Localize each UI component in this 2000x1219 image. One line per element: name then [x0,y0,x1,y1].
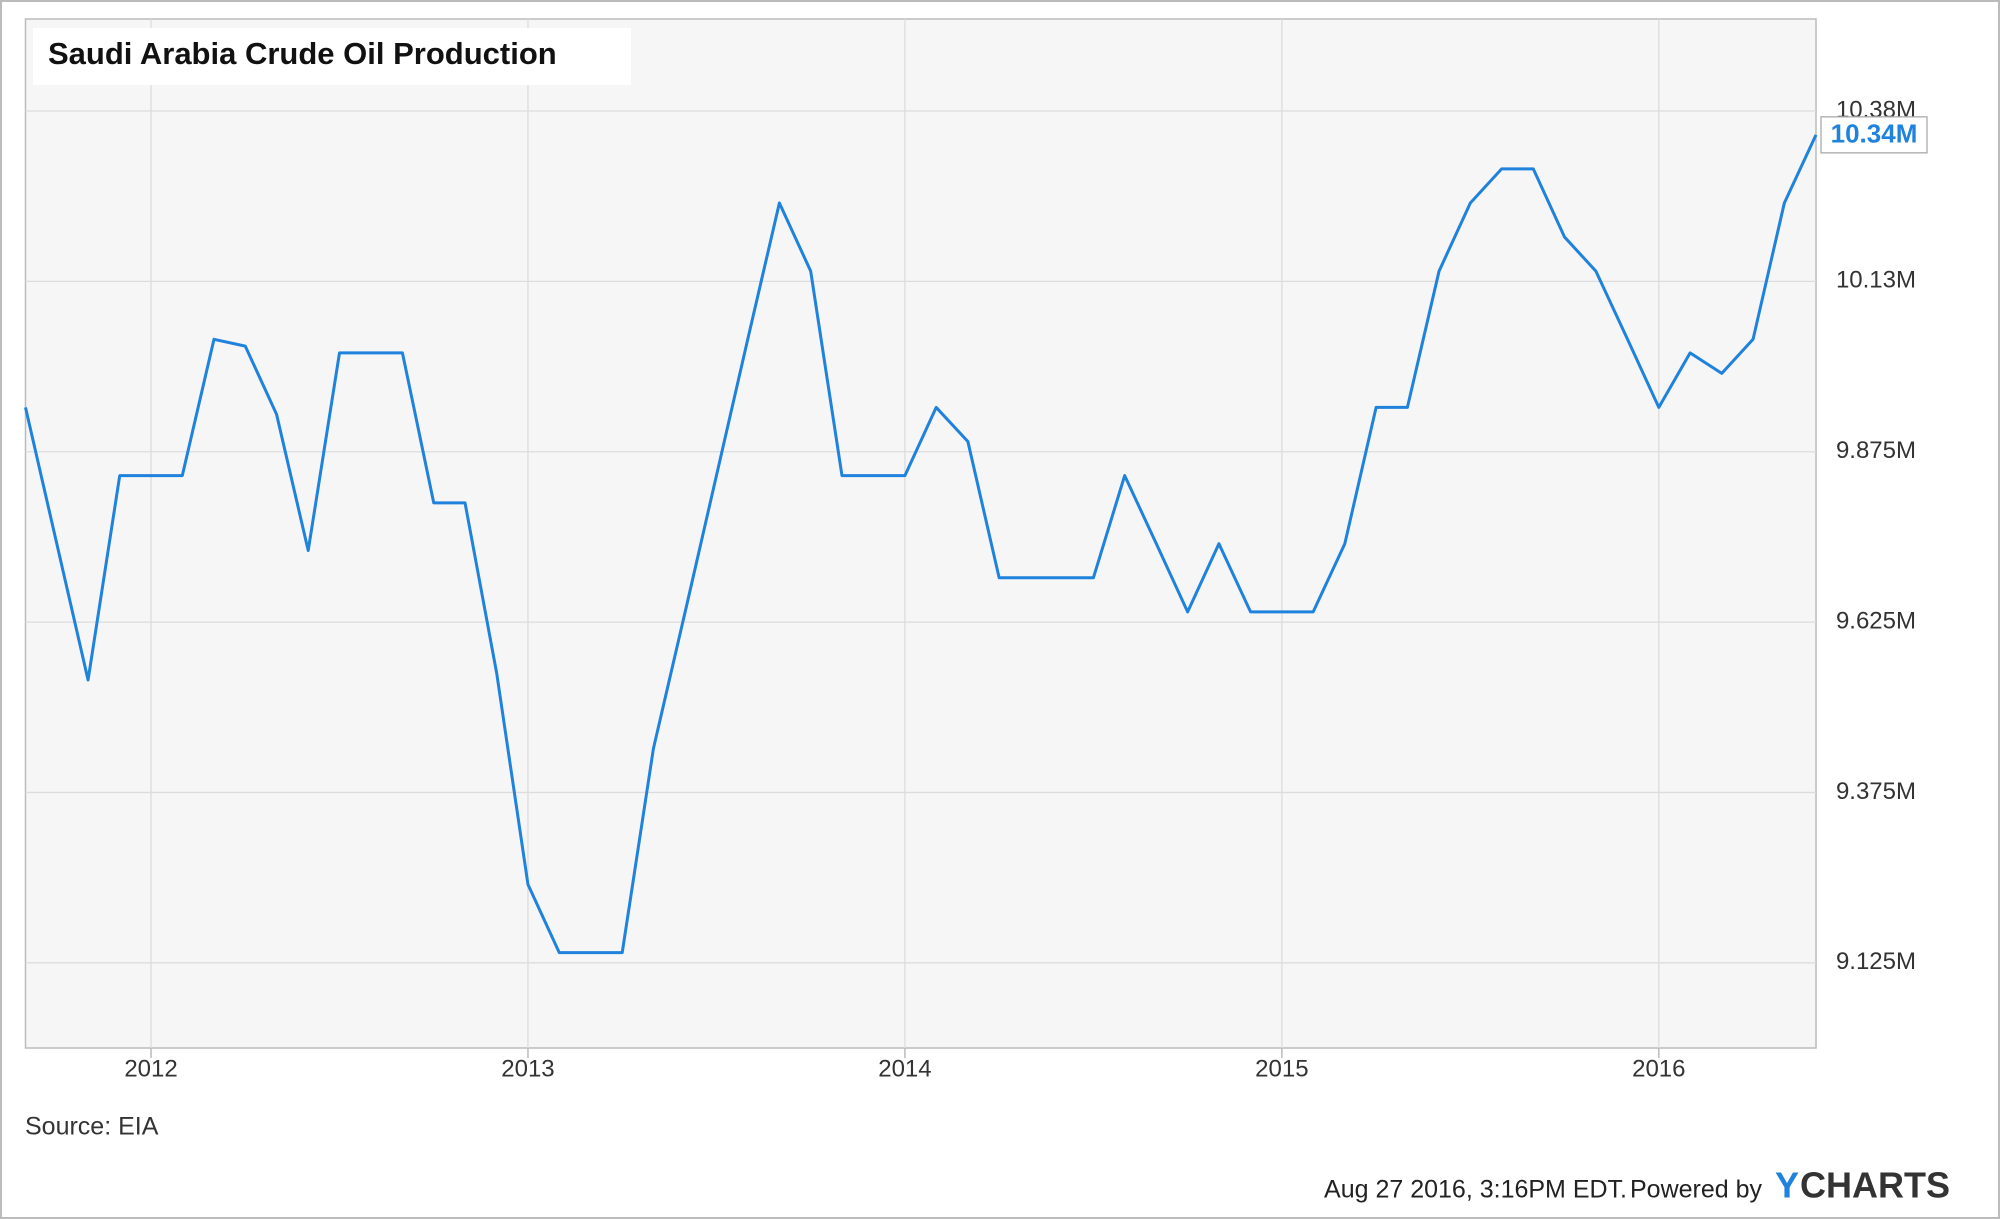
y-tick-label: 9.375M [1836,778,1916,805]
timestamp: Aug 27 2016, 3:16PM EDT. [1324,1176,1627,1204]
y-tick-label: 9.625M [1836,607,1916,634]
y-tick-label: 9.875M [1836,437,1916,464]
x-tick-label: 2016 [1632,1055,1685,1082]
logo-y: Y [1775,1165,1799,1206]
title-box [33,28,631,85]
value-label: 10.34M [1831,119,1918,149]
x-tick-label: 2015 [1255,1055,1308,1082]
grid [25,19,1816,1048]
x-tick-label: 2014 [878,1055,931,1082]
powered-by: Powered by [1630,1176,1763,1204]
x-tick-label: 2012 [124,1055,177,1082]
x-tick-label: 2013 [501,1055,554,1082]
value-label-box [1820,116,1928,154]
logo-rest: CHARTS [1800,1165,1950,1206]
source: Source: EIA [25,1113,159,1141]
plot-area [24,18,1817,1049]
line [24,134,1818,955]
chart-title: Saudi Arabia Crude Oil Production [48,36,557,71]
y-tick-label: 10.13M [1836,267,1916,294]
y-tick-label: 9.125M [1836,948,1916,975]
